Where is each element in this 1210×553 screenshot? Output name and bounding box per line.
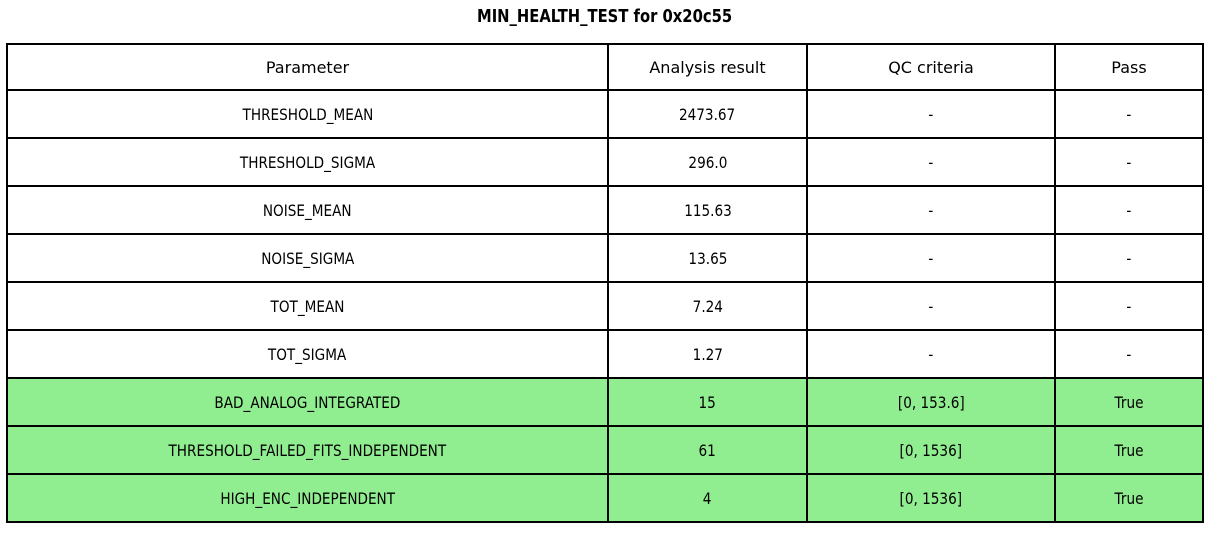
table-cell: True <box>1054 473 1204 523</box>
table-row: TOT_SIGMA 1.27 - - <box>6 329 1204 379</box>
cell-text: HIGH_ENC_INDEPENDENT <box>220 488 395 508</box>
table-cell: 4 <box>607 473 808 523</box>
cell-text: BAD_ANALOG_INTEGRATED <box>214 392 401 412</box>
table-cell: 2473.67 <box>607 89 808 139</box>
table-row: THRESHOLD_FAILED_FITS_INDEPENDENT 61 [0, 1… <box>6 425 1204 475</box>
cell-text: TOT_SIGMA <box>268 344 347 364</box>
page-title-text: MIN_HEALTH_TEST for 0x20c55 <box>477 6 733 27</box>
cell-text: - <box>928 248 934 268</box>
table-cell: THRESHOLD_SIGMA <box>6 137 609 187</box>
table-cell: 61 <box>607 425 808 475</box>
table-cell: HIGH_ENC_INDEPENDENT <box>6 473 609 523</box>
cell-text: 15 <box>698 392 717 412</box>
column-header-label: Parameter <box>265 57 350 77</box>
cell-text: 7.24 <box>692 296 723 316</box>
table-cell: BAD_ANALOG_INTEGRATED <box>6 377 609 427</box>
table-cell: - <box>806 89 1056 139</box>
cell-text: 115.63 <box>683 200 732 220</box>
page-title: MIN_HEALTH_TEST for 0x20c55 <box>0 6 1210 27</box>
cell-text: - <box>1126 296 1132 316</box>
cell-text: True <box>1114 440 1144 460</box>
table-cell: - <box>806 137 1056 187</box>
table-cell: - <box>1054 185 1204 235</box>
cell-text: TOT_MEAN <box>270 296 345 316</box>
table-cell: - <box>806 281 1056 331</box>
table-cell: - <box>1054 233 1204 283</box>
cell-text: - <box>1126 104 1132 124</box>
table-cell: - <box>1054 89 1204 139</box>
table-cell: TOT_SIGMA <box>6 329 609 379</box>
cell-text: True <box>1114 488 1144 508</box>
cell-text: - <box>1126 200 1132 220</box>
cell-text: - <box>928 152 934 172</box>
table-cell: 1.27 <box>607 329 808 379</box>
cell-text: THRESHOLD_FAILED_FITS_INDEPENDENT <box>168 440 447 460</box>
cell-text: - <box>1126 344 1132 364</box>
table-cell: 115.63 <box>607 185 808 235</box>
table-row: NOISE_MEAN 115.63 - - <box>6 185 1204 235</box>
column-header-label: Analysis result <box>649 57 766 77</box>
table-row: NOISE_SIGMA 13.65 - - <box>6 233 1204 283</box>
table-cell: NOISE_MEAN <box>6 185 609 235</box>
table-cell: NOISE_SIGMA <box>6 233 609 283</box>
cell-text: 2473.67 <box>679 104 736 124</box>
table-cell: - <box>806 185 1056 235</box>
cell-text: NOISE_SIGMA <box>260 248 355 268</box>
cell-text: [0, 1536] <box>899 488 963 508</box>
table-cell: - <box>1054 137 1204 187</box>
cell-text: 13.65 <box>688 248 727 268</box>
column-header-pass: Pass <box>1054 43 1204 91</box>
table-cell: 15 <box>607 377 808 427</box>
table-cell: 13.65 <box>607 233 808 283</box>
table-cell: THRESHOLD_MEAN <box>6 89 609 139</box>
table-cell: True <box>1054 377 1204 427</box>
cell-text: - <box>928 344 934 364</box>
cell-text: - <box>1126 152 1132 172</box>
column-header-analysis-result: Analysis result <box>607 43 808 91</box>
table-cell: - <box>1054 329 1204 379</box>
cell-text: - <box>928 200 934 220</box>
table-cell: [0, 1536] <box>806 425 1056 475</box>
table-cell: [0, 153.6] <box>806 377 1056 427</box>
cell-text: NOISE_MEAN <box>263 200 352 220</box>
cell-text: THRESHOLD_MEAN <box>242 104 373 124</box>
cell-text: - <box>928 296 934 316</box>
table-row: TOT_MEAN 7.24 - - <box>6 281 1204 331</box>
table-row: THRESHOLD_MEAN 2473.67 - - <box>6 89 1204 139</box>
health-test-table: Parameter Analysis result QC criteria Pa… <box>6 43 1204 523</box>
cell-text: [0, 153.6] <box>897 392 965 412</box>
cell-text: THRESHOLD_SIGMA <box>239 152 376 172</box>
table-cell: True <box>1054 425 1204 475</box>
cell-text: True <box>1114 392 1144 412</box>
cell-text: [0, 1536] <box>899 440 963 460</box>
table-cell: 296.0 <box>607 137 808 187</box>
cell-text: 4 <box>703 488 712 508</box>
cell-text: 61 <box>698 440 717 460</box>
table-row: BAD_ANALOG_INTEGRATED 15 [0, 153.6] True <box>6 377 1204 427</box>
cell-text: 296.0 <box>688 152 727 172</box>
cell-text: - <box>928 104 934 124</box>
column-header-label: Pass <box>1111 57 1147 77</box>
table-row: HIGH_ENC_INDEPENDENT 4 [0, 1536] True <box>6 473 1204 523</box>
cell-text: 1.27 <box>692 344 723 364</box>
table-cell: - <box>1054 281 1204 331</box>
column-header-label: QC criteria <box>888 57 974 77</box>
table-row: THRESHOLD_SIGMA 296.0 - - <box>6 137 1204 187</box>
table-cell: TOT_MEAN <box>6 281 609 331</box>
table-cell: THRESHOLD_FAILED_FITS_INDEPENDENT <box>6 425 609 475</box>
table-cell: [0, 1536] <box>806 473 1056 523</box>
table-cell: - <box>806 233 1056 283</box>
table-cell: 7.24 <box>607 281 808 331</box>
cell-text: - <box>1126 248 1132 268</box>
column-header-qc-criteria: QC criteria <box>806 43 1056 91</box>
table-cell: - <box>806 329 1056 379</box>
header-row: Parameter Analysis result QC criteria Pa… <box>6 43 1204 91</box>
column-header-parameter: Parameter <box>6 43 609 91</box>
table-body: THRESHOLD_MEAN 2473.67 - - THRESHOLD_SIGMA 29… <box>6 89 1204 523</box>
